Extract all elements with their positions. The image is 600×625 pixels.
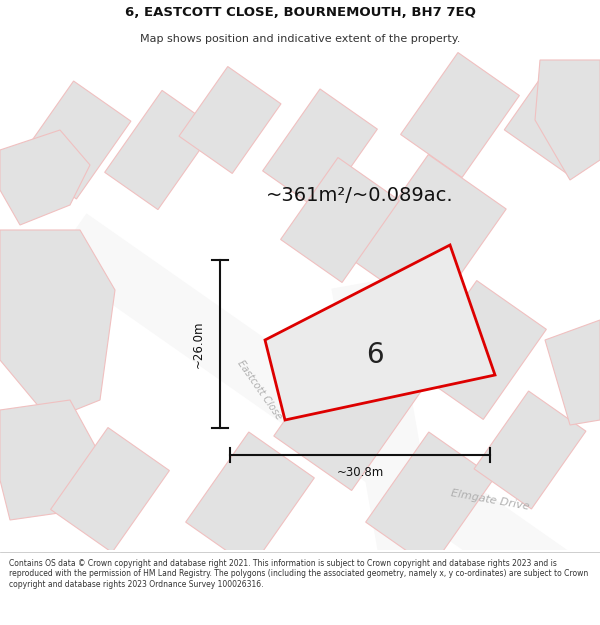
Polygon shape bbox=[0, 400, 100, 520]
Text: Map shows position and indicative extent of the property.: Map shows position and indicative extent… bbox=[140, 34, 460, 44]
Polygon shape bbox=[104, 91, 215, 209]
Text: 6: 6 bbox=[366, 341, 384, 369]
Text: ~26.0m: ~26.0m bbox=[191, 320, 205, 368]
Polygon shape bbox=[545, 320, 600, 425]
Polygon shape bbox=[52, 213, 578, 607]
Polygon shape bbox=[331, 278, 469, 625]
Polygon shape bbox=[185, 432, 314, 568]
Text: 6, EASTCOTT CLOSE, BOURNEMOUTH, BH7 7EQ: 6, EASTCOTT CLOSE, BOURNEMOUTH, BH7 7EQ bbox=[125, 6, 475, 19]
Polygon shape bbox=[274, 329, 426, 491]
Text: Elmgate Drive: Elmgate Drive bbox=[450, 488, 530, 512]
Polygon shape bbox=[50, 428, 169, 552]
Polygon shape bbox=[179, 66, 281, 174]
Polygon shape bbox=[365, 432, 494, 568]
Polygon shape bbox=[281, 158, 400, 282]
Polygon shape bbox=[535, 60, 600, 180]
Polygon shape bbox=[0, 130, 90, 225]
Text: ~361m²/~0.089ac.: ~361m²/~0.089ac. bbox=[266, 186, 454, 204]
Polygon shape bbox=[474, 391, 586, 509]
Polygon shape bbox=[413, 281, 547, 419]
Polygon shape bbox=[19, 81, 131, 199]
Polygon shape bbox=[0, 230, 115, 420]
Text: ~30.8m: ~30.8m bbox=[337, 466, 383, 479]
Polygon shape bbox=[354, 154, 506, 316]
Polygon shape bbox=[265, 245, 495, 420]
Text: Eastcott Close: Eastcott Close bbox=[236, 359, 284, 421]
Polygon shape bbox=[401, 52, 520, 177]
Text: Contains OS data © Crown copyright and database right 2021. This information is : Contains OS data © Crown copyright and d… bbox=[9, 559, 588, 589]
Polygon shape bbox=[504, 64, 600, 176]
Polygon shape bbox=[263, 89, 377, 211]
